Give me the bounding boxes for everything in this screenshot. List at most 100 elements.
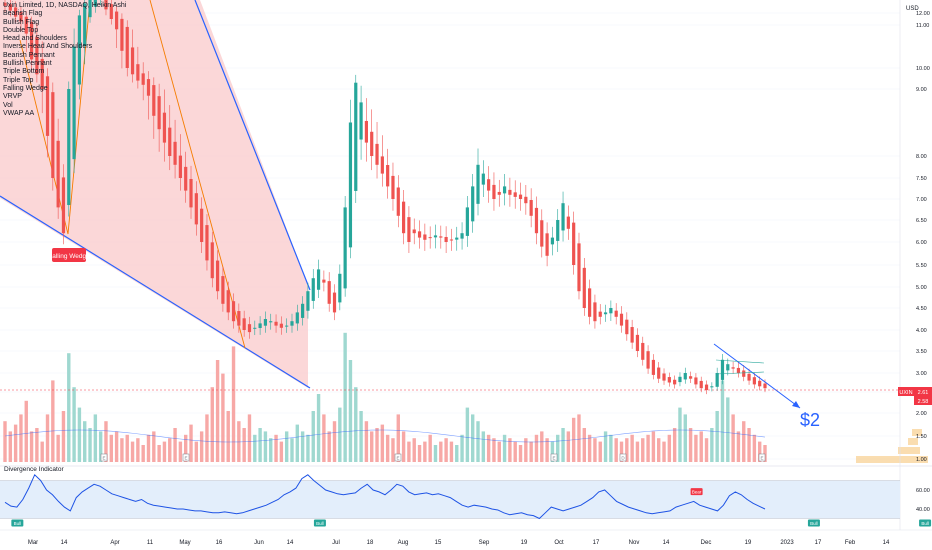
indicator-item[interactable]: Falling Wedge	[3, 84, 48, 92]
volume-bar	[19, 414, 23, 462]
candle-body	[45, 76, 50, 136]
price-tick-label: 3.50	[916, 349, 927, 355]
volume-bar	[609, 434, 613, 462]
volume-bar	[455, 445, 459, 462]
volume-bar	[752, 434, 757, 462]
candle-body	[311, 278, 315, 301]
volume-bar	[550, 441, 555, 462]
indicator-item[interactable]: VWAP AA	[3, 109, 35, 117]
volume-bar	[534, 434, 539, 462]
candle-body	[14, 7, 18, 17]
indicator-item[interactable]: Double Top	[3, 26, 39, 34]
candle-body	[513, 192, 517, 197]
volume-bar	[332, 421, 337, 462]
candle-body	[279, 323, 283, 328]
volume-bar	[205, 414, 209, 462]
candle-body	[561, 203, 565, 231]
candle-body	[327, 281, 331, 304]
volume-bar	[343, 332, 347, 462]
indicator-legend[interactable]: Uxin Limited, 1D, NASDAQ, Heikin Ashi Be…	[3, 2, 126, 118]
time-tick-label: 11	[147, 540, 154, 546]
indicator-item[interactable]: Bearish Flag	[3, 10, 43, 18]
candle-body	[136, 64, 140, 81]
candle-body	[72, 46, 76, 160]
time-tick-label: 18	[367, 540, 374, 546]
volume-bar	[125, 434, 129, 462]
price-tick-label: 4.50	[916, 306, 927, 312]
time-tick-label: 16	[216, 540, 223, 546]
volume-bar	[359, 411, 363, 462]
indicator-item[interactable]: VRVP	[3, 93, 22, 101]
indicator-item[interactable]: Triple Top	[3, 76, 34, 84]
indicator-item[interactable]: Inverse Head And Shoulders	[3, 43, 93, 51]
volume-bar	[35, 428, 39, 462]
candle-body	[402, 201, 406, 234]
volume-bar	[423, 441, 427, 462]
candle-body	[391, 175, 395, 199]
volume-bar	[354, 387, 358, 462]
time-tick-label: Feb	[845, 540, 856, 546]
volume-bar	[152, 431, 156, 462]
indicator-item[interactable]: Bearish Pennant	[3, 51, 55, 59]
divergence-label-text: Bull	[14, 521, 22, 526]
indicator-item[interactable]: Triple Bottom	[3, 68, 45, 76]
volume-bar	[428, 434, 432, 462]
candle-body	[67, 89, 71, 206]
candle-body	[120, 18, 124, 51]
volume-bar	[667, 434, 672, 462]
event-marker	[758, 453, 766, 462]
candle-body	[146, 79, 151, 96]
price-tag-close: 2.58	[918, 399, 929, 405]
volume-bar	[120, 438, 124, 462]
candle-body	[115, 11, 119, 30]
currency-label: USD	[906, 6, 919, 12]
candle-body	[338, 273, 342, 303]
indicator-list[interactable]: Bearish Flag Bullish Flag Double Top Head a…	[3, 10, 126, 118]
time-tick-label: Jul	[332, 540, 340, 546]
candle-body	[471, 186, 475, 222]
volume-bar	[370, 431, 374, 462]
volume-bar	[295, 424, 300, 462]
volume-bar	[300, 431, 305, 462]
indicator-item[interactable]: Head and Shoulders	[3, 35, 67, 43]
time-axis[interactable]: Mar 14 Apr 11 May 16 Jun 14 Jul 18 Aug 15 Sep 19 Oct 17…	[0, 529, 932, 546]
candle-body	[8, 4, 12, 11]
indicator-item[interactable]: Vol	[3, 101, 13, 109]
wedge-lines	[0, 0, 311, 389]
volume-bar	[284, 431, 289, 462]
candle-body	[731, 367, 735, 369]
candle-body	[465, 207, 469, 236]
candle-body	[529, 200, 533, 216]
indicator-item[interactable]: Bullish Flag	[3, 18, 40, 26]
candle-body	[162, 112, 167, 143]
volume-bar	[215, 360, 220, 462]
pattern-label-text: Falling Wedge	[48, 253, 90, 260]
candle-body	[130, 47, 135, 75]
indicator-item[interactable]: Bullish Pennant	[3, 60, 52, 68]
candle-body	[619, 313, 624, 326]
candle-body	[247, 324, 252, 333]
wedge-lower-line	[0, 195, 311, 389]
volume-bar	[327, 431, 331, 462]
volume-bar	[247, 414, 252, 462]
volume-bar	[93, 414, 98, 462]
volume-bar	[51, 380, 55, 462]
candle-body	[688, 376, 693, 379]
symbol-title[interactable]: Uxin Limited, 1D, NASDAQ, Heikin Ashi	[3, 2, 127, 9]
volume-bar	[72, 387, 76, 462]
volume-bar	[492, 438, 496, 462]
time-tick-label: Aug	[398, 540, 409, 546]
candle-body	[40, 58, 44, 89]
candle-body	[354, 82, 358, 191]
price-tick-label: 1.50	[916, 434, 927, 440]
volume-bar	[83, 421, 87, 462]
candle-body	[258, 323, 262, 328]
candle-body	[269, 321, 273, 323]
volume-bar	[508, 438, 512, 462]
volume-bar	[678, 407, 682, 462]
volume-bar	[747, 428, 751, 462]
time-tick-label: 17	[815, 540, 822, 546]
candle-body	[699, 380, 703, 389]
volume-bar	[290, 438, 294, 462]
